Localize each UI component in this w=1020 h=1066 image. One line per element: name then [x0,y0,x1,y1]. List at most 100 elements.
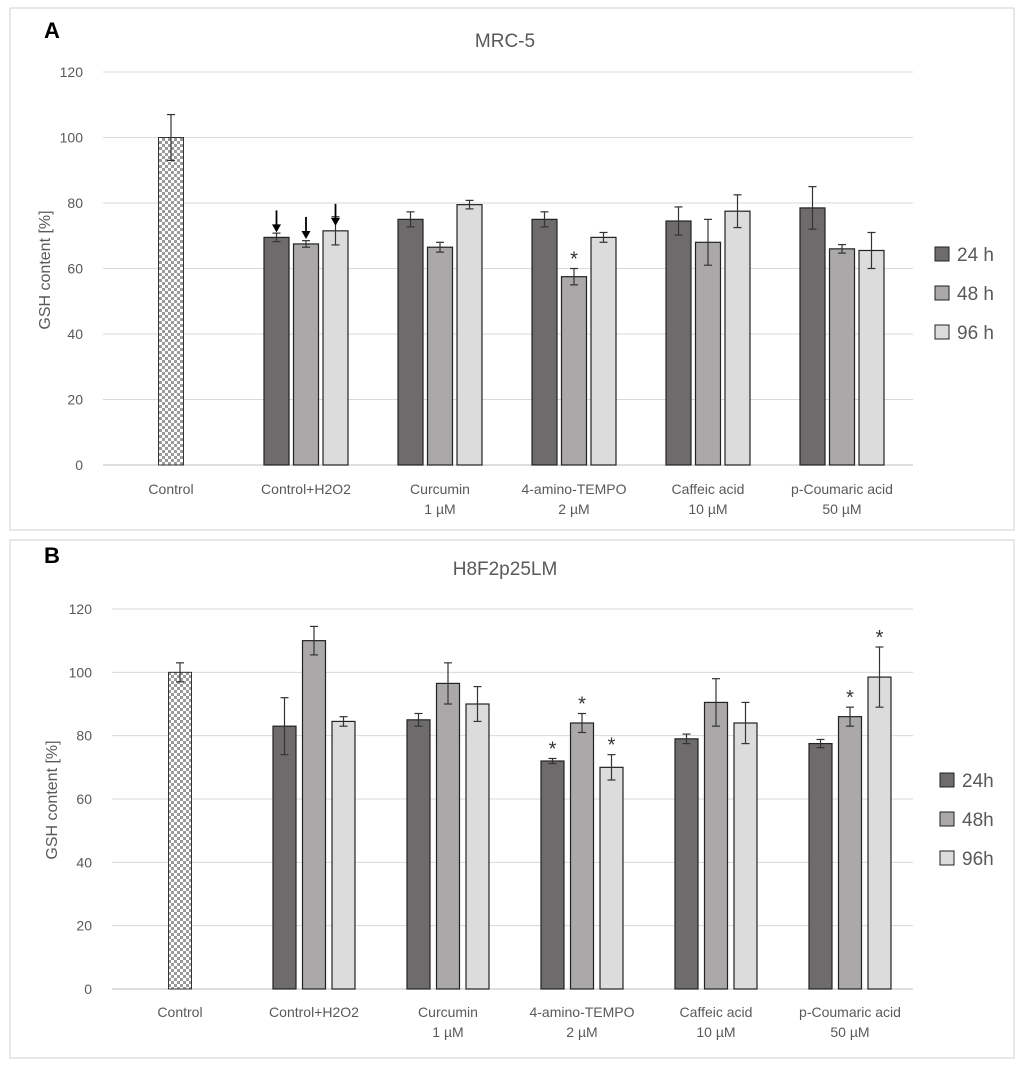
panel-b-bar [867,676,892,990]
panel-b-error-bar [280,697,289,756]
panel-b-bar [465,703,490,990]
category-label-line: Control+H2O2 [269,1004,359,1020]
panel-a-legend-swatch [934,246,950,262]
category-label-line: 10 µM [688,501,727,517]
panel-b-x-category-label: p-Coumaric acid 50 µM [799,1004,901,1040]
arrow-icon [301,216,311,239]
panel-a-error-bar [436,241,444,253]
panel-b-error-bar [339,716,348,727]
panel-b-bar [837,716,863,990]
panel-a-error-bar [540,211,549,228]
panel-a-significance-mark: * [570,249,578,271]
panel-b-error-bar [816,738,825,749]
panel-b-x-category-label: 4-amino-TEMPO 2 µM [529,1004,634,1040]
category-label-line: Control [157,1004,202,1020]
panel-a-bar [456,204,483,466]
panel-a-error-bar [465,199,474,210]
category-label-line: 2 µM [566,1024,597,1040]
panel-a-bar [858,249,885,466]
category-label-line: p-Coumaric acid [799,1004,901,1020]
panel-b-y-tick-label: 20 [76,918,92,934]
panel-a-y-axis-title: GSH content [%] [37,210,54,329]
panel-a-bar [724,210,751,466]
category-label-line: Curcumin [410,481,470,497]
panel-b-error-bar [712,678,720,727]
arrow-head [331,217,340,226]
panel-a-letter: A [44,18,60,43]
category-label-line: Caffeic acid [672,481,745,497]
panel-a-bar [263,236,290,466]
panel-b: B H8F2p25LM GSH content [%] 0 20 40 60 80 100… [9,539,1015,1059]
panel-b-legend-label: 96h [962,849,994,870]
panel-b-x-category-label: Curcumin 1 µM [418,1004,478,1040]
panel-a-bar [322,230,349,466]
panel-b-bar [272,725,297,990]
panel-a-error-bar [867,231,876,270]
panel-b-error-bar [741,701,750,745]
panel-a: A MRC-5 GSH content [%] 0 20 40 60 80 100 120 *… [9,7,1015,531]
panel-a-frame [9,7,1015,531]
category-label-line: 50 µM [822,501,861,517]
panel-b-y-tick-label: 40 [76,854,92,870]
category-label-line: Curcumin [418,1004,478,1020]
panel-b-error-bar [473,685,482,723]
panel-b-y-tick-label: 60 [76,791,92,807]
panel-b-legend-swatch [939,811,955,827]
panel-a-error-bar [272,232,281,243]
panel-a-bar [828,248,856,466]
panel-a-x-category-label: p-Coumaric acid 50 µM [791,481,893,517]
panel-b-bar [703,701,729,990]
panel-b-bar [569,722,595,990]
panel-a-error-bar [570,267,578,286]
panel-a-y-tick-label: 100 [60,130,84,146]
panel-b-y-axis-title: GSH content [%] [44,740,61,859]
panel-b-bar [733,722,758,990]
panel-a-bar [590,236,617,466]
panel-a-y-tick-label: 40 [67,326,83,342]
arrow-head [301,230,311,239]
panel-b-y-tick-label: 120 [69,601,93,617]
panel-b-significance-mark: * [876,627,884,649]
panel-a-bar [426,246,454,466]
category-label-line: 10 µM [696,1024,735,1040]
panel-b-legend-label: 24h [962,771,994,792]
category-label-line: 2 µM [558,501,589,517]
panel-b-bar [808,742,833,990]
panel-a-title: MRC-5 [475,31,535,52]
panel-b-bar [331,720,356,990]
category-label-line: 4-amino-TEMPO [521,481,626,497]
panel-a-legend-swatch [934,324,950,340]
panel-b-x-category-label: Caffeic acid 10 µM [680,1004,753,1040]
panel-b-x-category-label: Control [157,1004,202,1020]
panel-a-y-tick-label: 0 [75,457,83,473]
panel-b-bar-control [168,671,192,990]
panel-a-x-category-label: 4-amino-TEMPO 2 µM [521,481,626,517]
panel-b-error-bar [682,733,691,745]
panel-b-error-bar [548,757,557,765]
panel-b-error-bar [875,646,884,708]
panel-a-error-bar [838,243,846,254]
panel-a-legend-label: 48 h [957,284,994,305]
panel-a-bar [397,218,424,466]
panel-b-y-tick-label: 100 [69,664,93,680]
panel-a-error-bar [674,206,683,236]
panel-b-y-tick-label: 0 [84,981,92,997]
panel-b-bar [406,719,431,990]
panel-a-bar [560,276,588,466]
panel-b-error-bar [310,625,318,656]
category-label-line: Control+H2O2 [261,481,351,497]
panel-b-letter: B [44,543,60,568]
category-label-line: Caffeic acid [680,1004,753,1020]
panel-a-bar [694,241,722,466]
panel-b-y-tick-label: 80 [76,728,92,744]
panel-b-error-bar [846,706,854,727]
panel-b-significance-mark: * [608,735,616,757]
panel-a-x-category-label: Control [148,481,193,497]
panel-a-x-category-label: Curcumin 1 µM [410,481,470,517]
panel-a-bar [531,218,558,466]
panel-b-title: H8F2p25LM [453,559,558,580]
panel-b-plot: 0 20 40 60 80 100 120 * * * * * Control Control+H2O2 C… [69,601,994,1040]
panel-b-bar [540,760,565,990]
panel-b-error-bar [444,662,452,705]
